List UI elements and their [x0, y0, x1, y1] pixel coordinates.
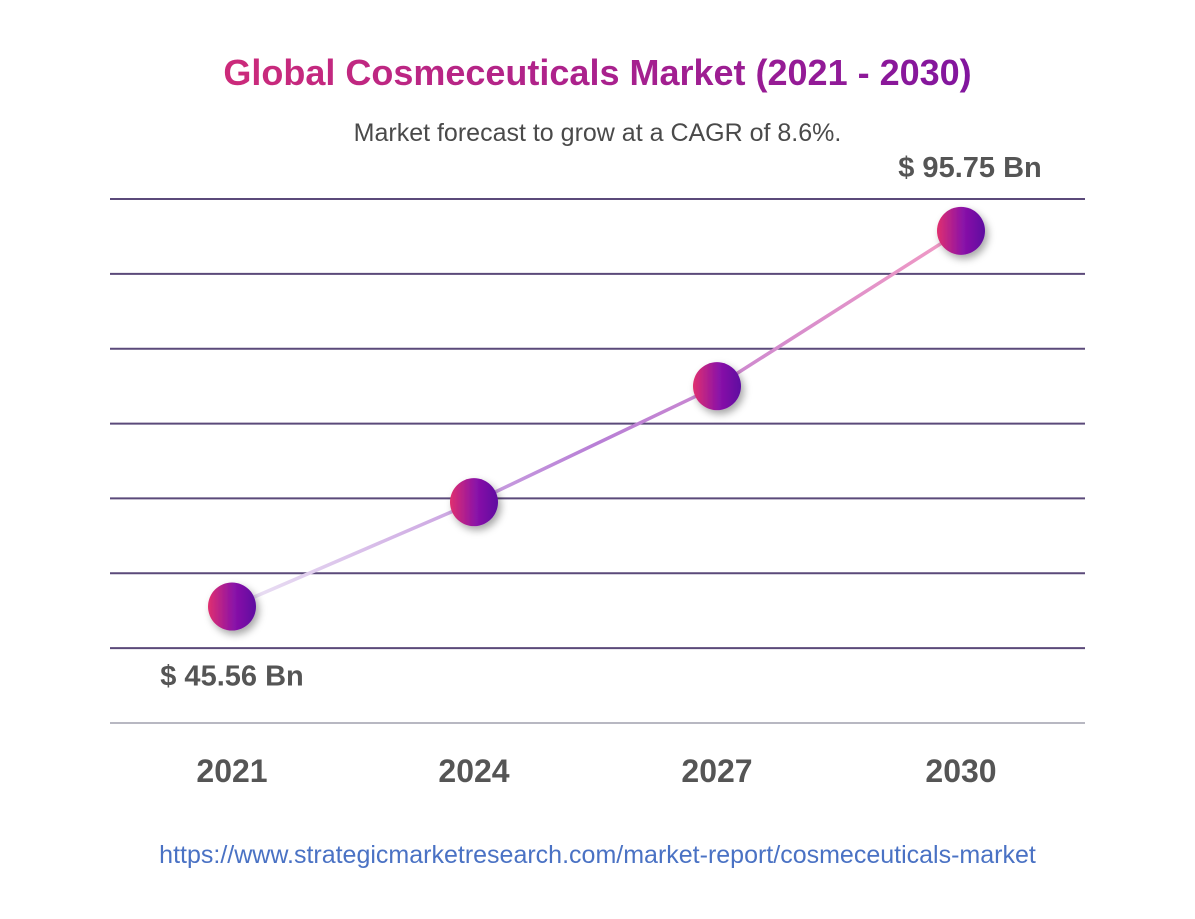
data-point-2027 — [693, 362, 741, 411]
chart-subtitle: Market forecast to grow at a CAGR of 8.6… — [353, 119, 842, 147]
x-axis-ticks: 2021 2024 2027 2030 — [196, 753, 996, 789]
data-labels: $ 45.56 Bn $ 95.75 Bn — [160, 152, 1041, 693]
x-tick-label-2021: 2021 — [196, 753, 267, 789]
series-line-group — [230, 229, 963, 609]
chart-title: Global Cosmeceuticals Market (2021 - 203… — [0, 48, 1195, 98]
x-tick-label-2024: 2024 — [438, 753, 509, 789]
data-point-2021 — [208, 582, 256, 631]
source-url-link[interactable]: https://www.strategicmarketresearch.com/… — [159, 841, 1036, 869]
data-label-2030: $ 95.75 Bn — [898, 152, 1041, 184]
gridlines — [110, 198, 1085, 724]
series-line — [230, 229, 963, 609]
series-markers — [208, 206, 985, 631]
x-tick-label-2027: 2027 — [681, 753, 752, 789]
data-point-2024 — [450, 478, 498, 527]
x-tick-label-2030: 2030 — [925, 753, 996, 789]
data-point-2030 — [937, 206, 985, 255]
data-label-2021: $ 45.56 Bn — [160, 661, 303, 693]
